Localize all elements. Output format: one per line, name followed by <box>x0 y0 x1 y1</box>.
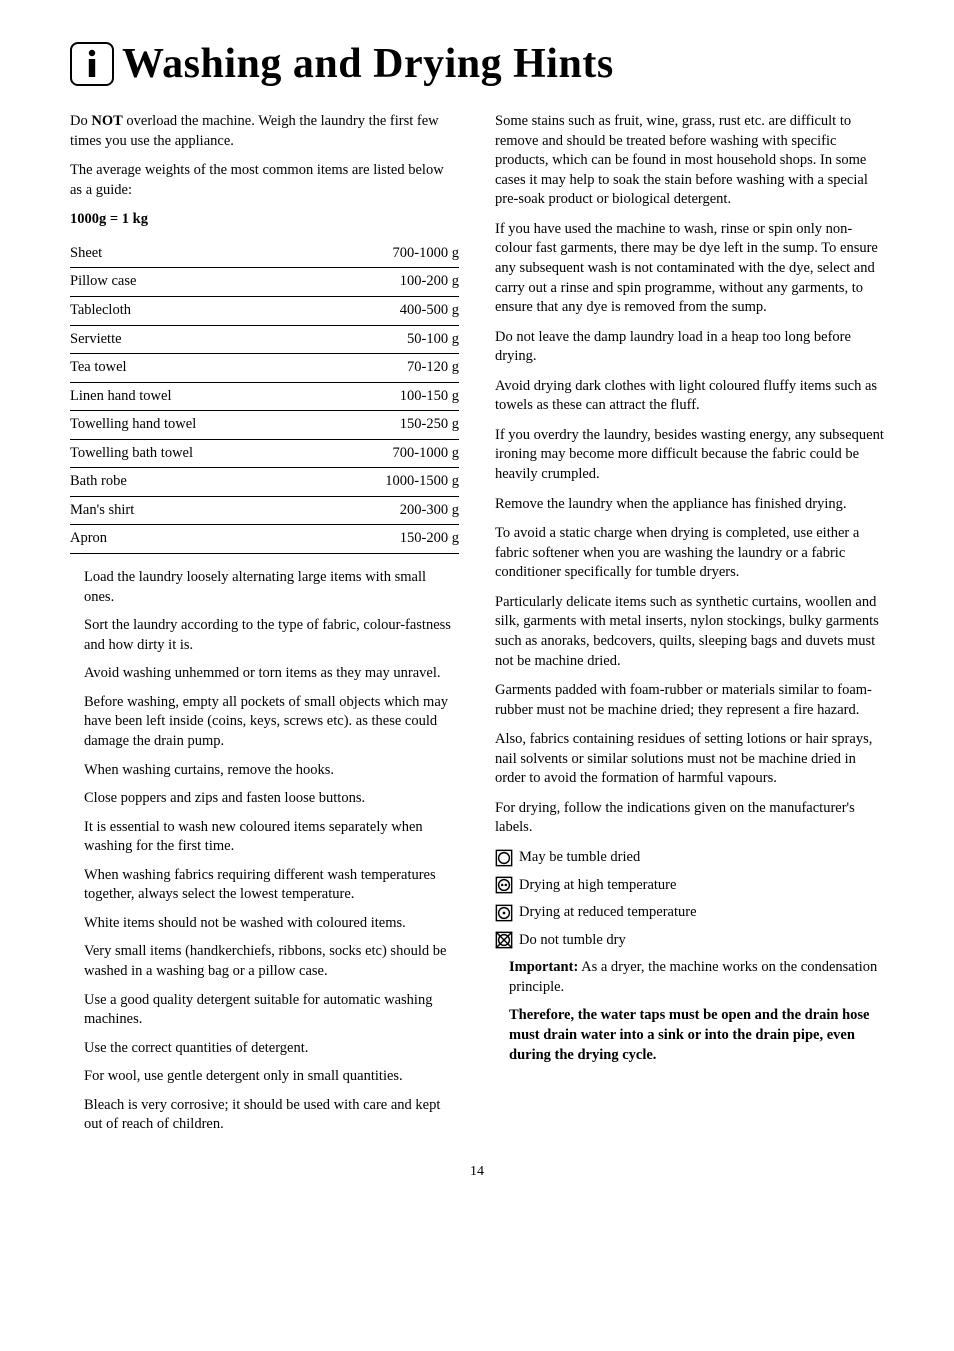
bullet: Also, fabrics containing residues of set… <box>495 730 884 789</box>
intro-post: overload the machine. Weigh the laundry … <box>70 113 439 149</box>
title-bar: Washing and Drying Hints <box>70 40 884 88</box>
page-title: Washing and Drying Hints <box>122 40 614 88</box>
intro-para-2: The average weights of the most common i… <box>70 161 459 200</box>
right-column: Some stains such as fruit, wine, grass, … <box>495 112 884 1144</box>
bullet: Particularly delicate items such as synt… <box>495 593 884 671</box>
weight-heading: 1000g = 1 kg <box>70 210 459 230</box>
left-column: Do NOT overload the machine. Weigh the l… <box>70 112 459 1144</box>
item-name: Sheet <box>70 240 316 268</box>
symbol-label: May be tumble dried <box>519 848 640 868</box>
page-number: 14 <box>70 1164 884 1180</box>
bullet: Garments padded with foam-rubber or mate… <box>495 681 884 720</box>
content-columns: Do NOT overload the machine. Weigh the l… <box>70 112 884 1144</box>
bullet: If you have used the machine to wash, ri… <box>495 220 884 318</box>
item-name: Bath robe <box>70 468 316 497</box>
bullet: For drying, follow the indications given… <box>495 799 884 838</box>
tumble-reduced-icon <box>495 904 513 922</box>
bullet: Use a good quality detergent suitable fo… <box>84 991 459 1030</box>
item-name: Man's shirt <box>70 496 316 525</box>
item-name: Tablecloth <box>70 296 316 325</box>
bullet: When washing fabrics requiring different… <box>84 866 459 905</box>
table-row: Linen hand towel100-150 g <box>70 382 459 411</box>
bullet: Bleach is very corrosive; it should be u… <box>84 1096 459 1135</box>
item-name: Serviette <box>70 325 316 354</box>
bullet: It is essential to wash new coloured ite… <box>84 818 459 857</box>
symbol-label: Do not tumble dry <box>519 931 626 951</box>
bullet: Some stains such as fruit, wine, grass, … <box>495 112 884 210</box>
item-weight: 150-200 g <box>316 525 459 554</box>
table-row: Towelling bath towel700-1000 g <box>70 439 459 468</box>
table-row: Serviette50-100 g <box>70 325 459 354</box>
intro-pre: Do <box>70 113 91 129</box>
symbol-not: Do not tumble dry <box>495 931 884 951</box>
item-weight: 700-1000 g <box>316 439 459 468</box>
item-weight: 400-500 g <box>316 296 459 325</box>
item-name: Tea towel <box>70 354 316 383</box>
important-block: Important: As a dryer, the machine works… <box>495 958 884 1065</box>
important-label: Important: <box>509 959 578 975</box>
symbol-label: Drying at reduced temperature <box>519 903 697 923</box>
bullet: For wool, use gentle detergent only in s… <box>84 1067 459 1087</box>
bullet: Avoid washing unhemmed or torn items as … <box>84 664 459 684</box>
item-name: Towelling bath towel <box>70 439 316 468</box>
table-row: Pillow case100-200 g <box>70 268 459 297</box>
table-row: Towelling hand towel150-250 g <box>70 411 459 440</box>
item-name: Apron <box>70 525 316 554</box>
bullet: Very small items (handkerchiefs, ribbons… <box>84 942 459 981</box>
bullet: When washing curtains, remove the hooks. <box>84 761 459 781</box>
info-icon <box>70 42 114 86</box>
item-name: Pillow case <box>70 268 316 297</box>
intro-bold: NOT <box>91 113 122 129</box>
tumble-high-icon <box>495 876 513 894</box>
bullet: Load the laundry loosely alternating lar… <box>84 568 459 607</box>
table-row: Apron150-200 g <box>70 525 459 554</box>
table-row: Bath robe1000-1500 g <box>70 468 459 497</box>
therefore-para: Therefore, the water taps must be open a… <box>509 1006 884 1065</box>
left-bullets: Load the laundry loosely alternating lar… <box>70 568 459 1135</box>
item-weight: 150-250 g <box>316 411 459 440</box>
weight-table: Sheet700-1000 g Pillow case100-200 g Tab… <box>70 240 459 554</box>
bullet: Remove the laundry when the appliance ha… <box>495 495 884 515</box>
item-name: Linen hand towel <box>70 382 316 411</box>
table-row: Tablecloth400-500 g <box>70 296 459 325</box>
table-row: Sheet700-1000 g <box>70 240 459 268</box>
bullet: To avoid a static charge when drying is … <box>495 524 884 583</box>
symbol-high: Drying at high temperature <box>495 876 884 896</box>
intro-para-1: Do NOT overload the machine. Weigh the l… <box>70 112 459 151</box>
bullet: If you overdry the laundry, besides wast… <box>495 426 884 485</box>
symbol-label: Drying at high temperature <box>519 876 676 896</box>
bullet: Avoid drying dark clothes with light col… <box>495 377 884 416</box>
tumble-dry-icon <box>495 849 513 867</box>
important-para: Important: As a dryer, the machine works… <box>509 958 884 997</box>
symbol-tumble: May be tumble dried <box>495 848 884 868</box>
bullet: Before washing, empty all pockets of sma… <box>84 693 459 752</box>
bullet: Use the correct quantities of detergent. <box>84 1039 459 1059</box>
item-weight: 100-150 g <box>316 382 459 411</box>
item-weight: 700-1000 g <box>316 240 459 268</box>
symbol-reduced: Drying at reduced temperature <box>495 903 884 923</box>
bullet: Do not leave the damp laundry load in a … <box>495 328 884 367</box>
therefore-text: Therefore, the water taps must be open a… <box>509 1007 870 1062</box>
bullet: White items should not be washed with co… <box>84 914 459 934</box>
table-row: Tea towel70-120 g <box>70 354 459 383</box>
item-weight: 70-120 g <box>316 354 459 383</box>
tumble-not-icon <box>495 931 513 949</box>
bullet: Sort the laundry according to the type o… <box>84 616 459 655</box>
item-weight: 50-100 g <box>316 325 459 354</box>
item-weight: 1000-1500 g <box>316 468 459 497</box>
table-row: Man's shirt200-300 g <box>70 496 459 525</box>
item-weight: 200-300 g <box>316 496 459 525</box>
item-weight: 100-200 g <box>316 268 459 297</box>
item-name: Towelling hand towel <box>70 411 316 440</box>
bullet: Close poppers and zips and fasten loose … <box>84 789 459 809</box>
